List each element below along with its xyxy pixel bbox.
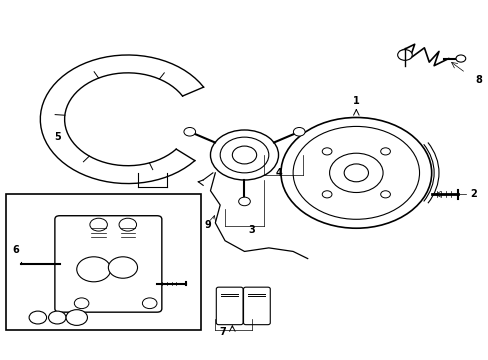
Circle shape bbox=[322, 191, 331, 198]
Circle shape bbox=[77, 257, 111, 282]
Circle shape bbox=[292, 126, 419, 219]
FancyBboxPatch shape bbox=[55, 216, 162, 312]
Circle shape bbox=[183, 127, 195, 136]
Circle shape bbox=[344, 164, 368, 182]
Circle shape bbox=[293, 127, 305, 136]
Text: 5: 5 bbox=[54, 132, 61, 142]
Circle shape bbox=[74, 298, 89, 309]
Circle shape bbox=[380, 191, 389, 198]
Circle shape bbox=[397, 50, 411, 60]
Circle shape bbox=[232, 146, 256, 164]
Circle shape bbox=[48, 311, 66, 324]
FancyBboxPatch shape bbox=[216, 287, 243, 325]
Circle shape bbox=[29, 311, 46, 324]
Circle shape bbox=[329, 153, 382, 193]
Circle shape bbox=[322, 148, 331, 155]
Text: 7: 7 bbox=[219, 327, 225, 337]
Circle shape bbox=[90, 218, 107, 231]
Bar bbox=[6, 194, 201, 330]
Text: 1: 1 bbox=[352, 96, 359, 107]
Circle shape bbox=[380, 148, 389, 155]
FancyBboxPatch shape bbox=[243, 287, 270, 325]
Circle shape bbox=[142, 298, 157, 309]
Text: 3: 3 bbox=[248, 225, 255, 235]
Text: 6: 6 bbox=[13, 245, 20, 255]
Circle shape bbox=[210, 130, 278, 180]
Circle shape bbox=[66, 310, 87, 325]
Circle shape bbox=[108, 257, 137, 278]
Text: 2: 2 bbox=[469, 189, 476, 199]
Circle shape bbox=[220, 137, 268, 173]
Text: 4: 4 bbox=[275, 168, 282, 178]
Circle shape bbox=[455, 55, 465, 62]
Circle shape bbox=[119, 218, 136, 231]
Text: 8: 8 bbox=[474, 75, 481, 85]
Circle shape bbox=[238, 197, 250, 206]
Text: 9: 9 bbox=[204, 220, 211, 230]
Circle shape bbox=[281, 117, 431, 228]
